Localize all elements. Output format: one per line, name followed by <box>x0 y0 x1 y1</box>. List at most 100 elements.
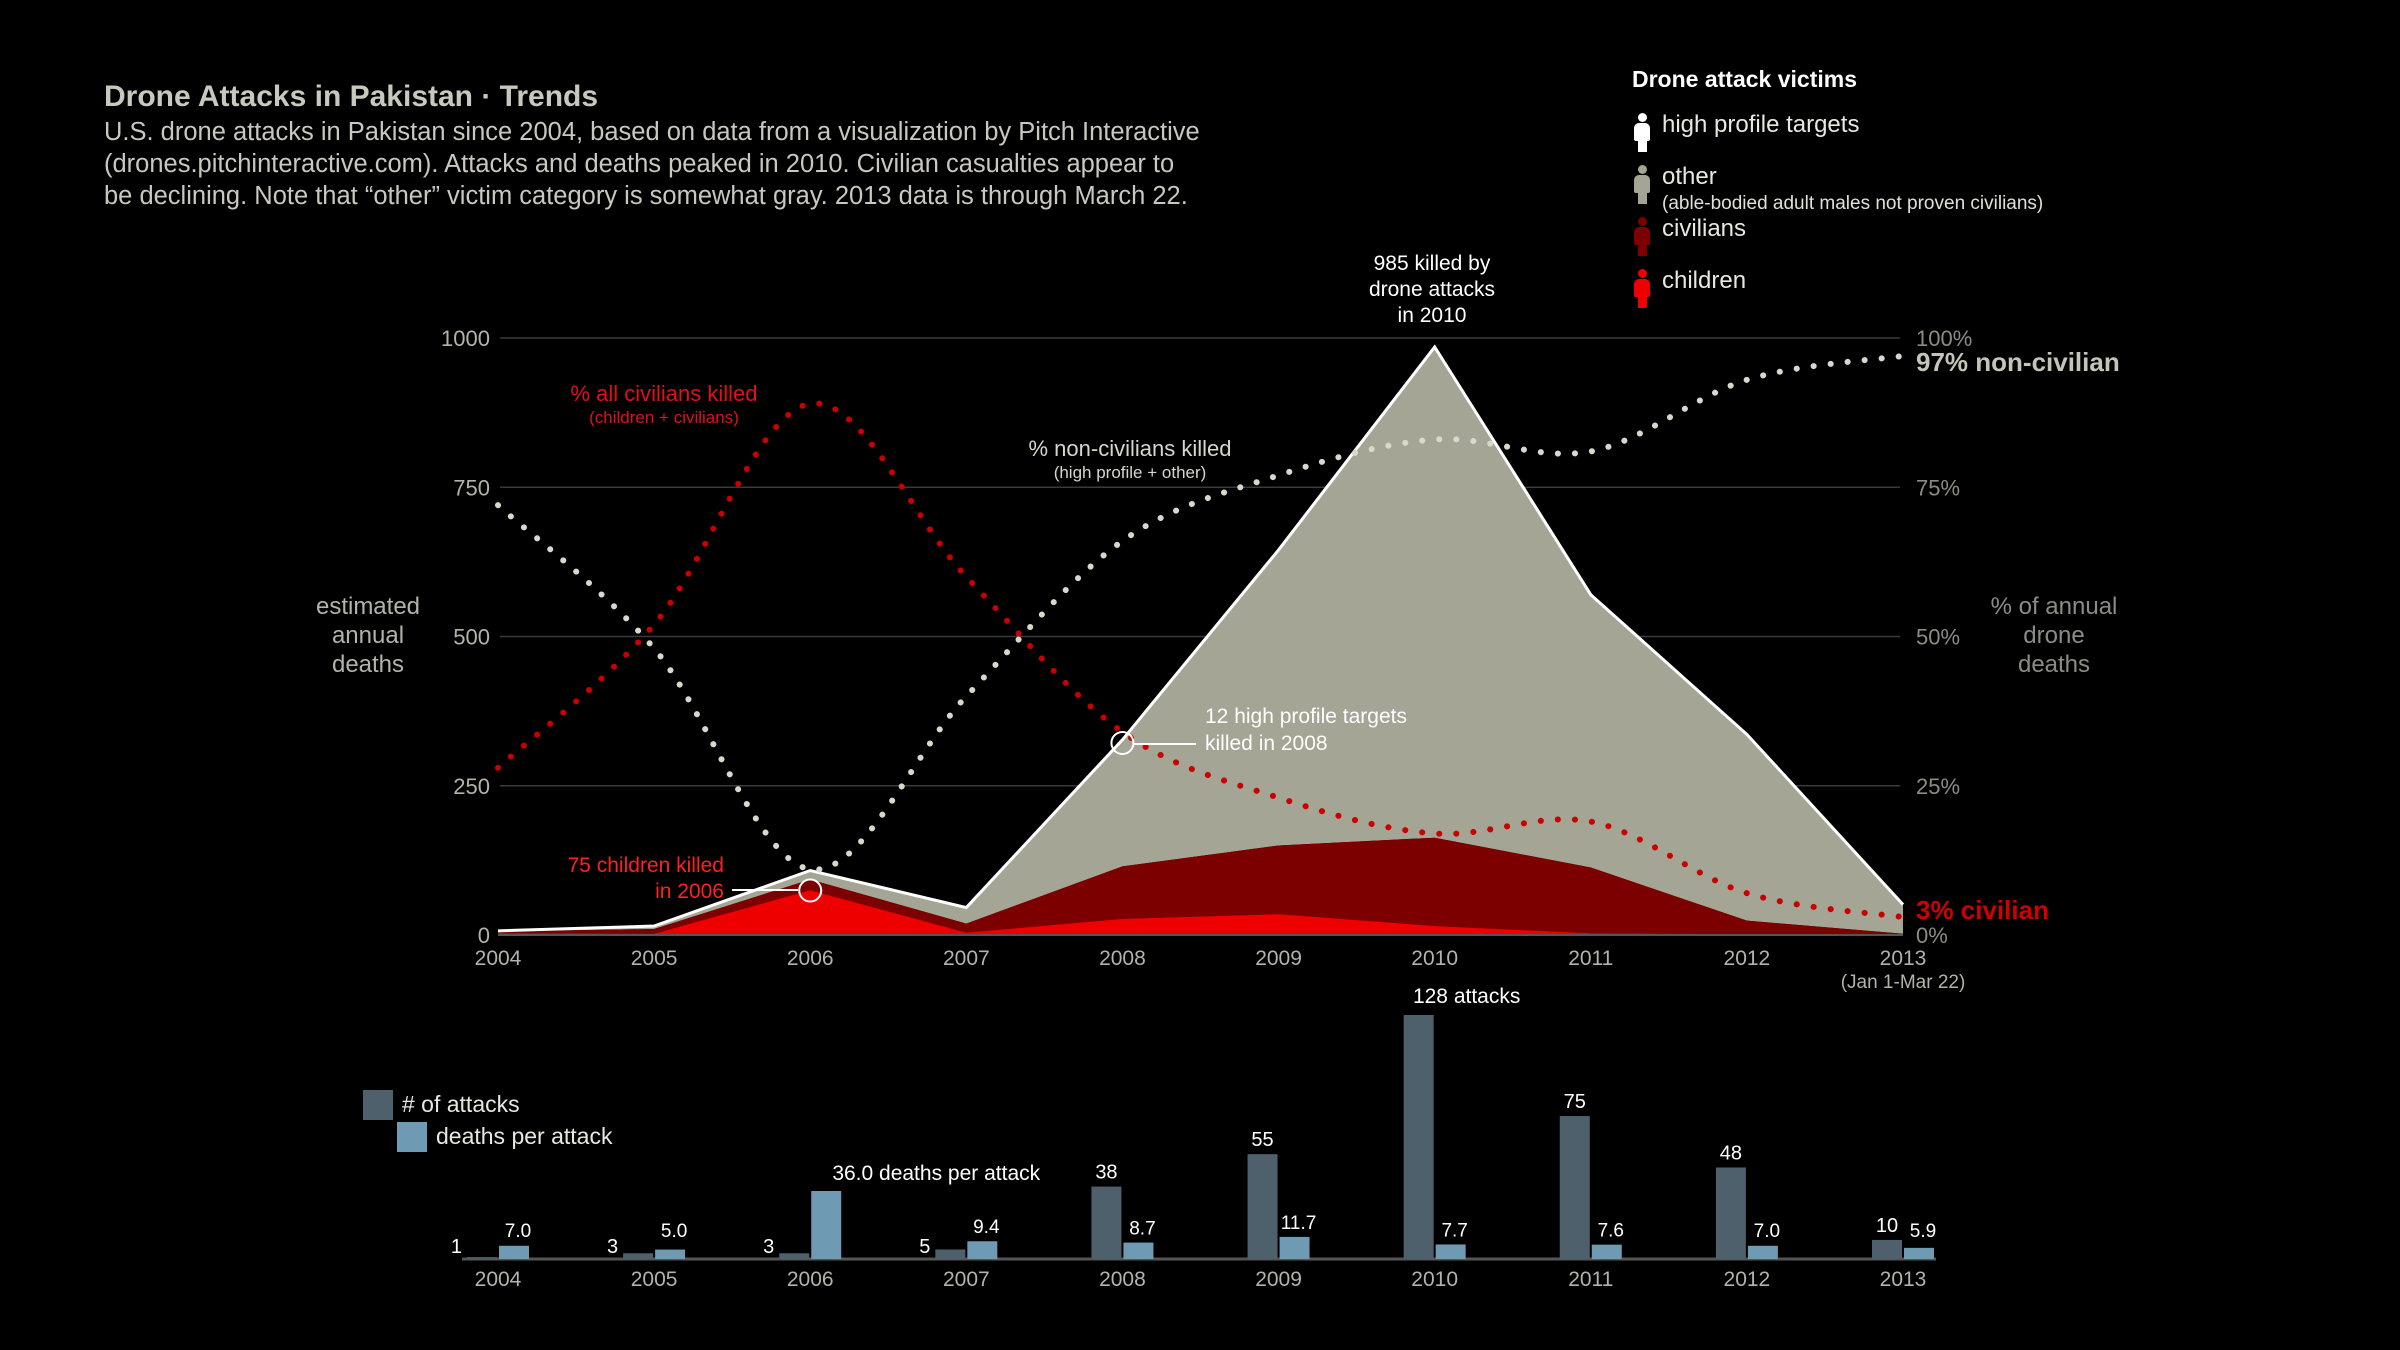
peak-annotation: 985 killed by drone attacks in 2010 <box>1369 252 1495 327</box>
area-other <box>498 346 1903 934</box>
y2-tick-label: 100% <box>1916 326 1972 351</box>
dpa-value-label: 9.4 <box>973 1217 1000 1238</box>
attacks-value-label: 10 <box>1876 1215 1898 1237</box>
pct-noncivilian-line <box>495 352 1906 873</box>
dpa-value-label: 7.6 <box>1598 1221 1624 1242</box>
attacks-bar <box>467 1257 497 1259</box>
deaths-per-attack-bar <box>1904 1247 1934 1259</box>
area-children <box>498 890 1903 935</box>
deaths-per-attack-bar <box>967 1241 998 1259</box>
bar-x-tick-label: 2009 <box>1255 1268 1302 1291</box>
attacks-value-label: 55 <box>1251 1129 1273 1151</box>
legend-title: Drone attack victims <box>1632 66 1857 92</box>
person-icon <box>1634 269 1650 309</box>
attacks-value-label: 5 <box>919 1236 930 1258</box>
deaths-per-attack-bar <box>655 1249 686 1259</box>
legend-label: children <box>1662 267 1747 294</box>
dpa-value-label: 7.0 <box>505 1221 531 1242</box>
attacks-bar <box>1559 1116 1590 1259</box>
bar-x-tick-label: 2004 <box>475 1268 522 1291</box>
deaths-per-attack-bar <box>1279 1236 1310 1259</box>
person-icon <box>1634 165 1650 205</box>
attacks-value-label: 48 <box>1720 1143 1742 1165</box>
dpa-value-label: 36.0 deaths per attack <box>832 1162 1040 1185</box>
attacks-value-label: 1 <box>451 1236 462 1258</box>
bar-x-tick-label: 2007 <box>943 1268 990 1291</box>
bar-x-tick-label: 2005 <box>631 1268 678 1291</box>
bar-x-tick-label: 2008 <box>1099 1268 1146 1291</box>
end-civilian-label: 3% civilian <box>1916 895 2049 925</box>
y-tick-label: 500 <box>453 625 490 650</box>
x-tick-label: 2013 <box>1880 947 1927 970</box>
children-marker <box>798 878 823 903</box>
x-tick-label: 2006 <box>787 947 834 970</box>
dpa-value-label: 11.7 <box>1281 1213 1317 1234</box>
pct-civilian-sublabel: (children + civilians) <box>589 408 739 427</box>
y2-axis-title: % of annual drone deaths <box>1991 593 2118 678</box>
bar-x-tick-label: 2013 <box>1880 1268 1927 1291</box>
children-2006-annotation: 75 children killed in 2006 <box>568 854 724 903</box>
deaths-per-attack-bar <box>1123 1242 1154 1259</box>
legend-item-other: other (able-bodied adult males not prove… <box>1632 163 2232 215</box>
deaths-per-attack-bar <box>499 1245 529 1259</box>
dpa-value-label: 7.7 <box>1441 1220 1467 1241</box>
attacks-bar <box>779 1253 810 1259</box>
bar-x-tick-label: 2012 <box>1724 1268 1771 1291</box>
attacks-legend-label: # of attacks <box>402 1091 520 1117</box>
pct-civilian-label: % all civilians killed <box>570 381 757 406</box>
y2-tick-label: 0% <box>1916 923 1948 948</box>
y-tick-label: 750 <box>453 475 490 500</box>
pct-noncivilian-label: % non-civilians killed <box>1029 436 1232 461</box>
hpt-marker <box>1110 731 1135 755</box>
bar-x-tick-label: 2011 <box>1568 1268 1613 1291</box>
attacks-legend-swatch <box>363 1090 393 1120</box>
chart-title: Drone Attacks in Pakistan · Trends <box>104 80 599 113</box>
attacks-bar <box>1091 1186 1122 1259</box>
victims-legend: Drone attack victims high profile target… <box>1632 66 2232 319</box>
attacks-bar <box>1403 1015 1434 1259</box>
attacks-value-label: 38 <box>1095 1162 1117 1184</box>
y2-tick-label: 25% <box>1916 774 1960 799</box>
y2-tick-label: 50% <box>1916 625 1960 650</box>
legend-label: civilians <box>1662 215 1747 242</box>
total-deaths-line <box>497 344 1905 933</box>
attacks-value-label: 75 <box>1564 1091 1586 1113</box>
deaths-per-attack-bar <box>811 1191 842 1259</box>
hpt-2008-annotation: 12 high profile targets killed in 2008 <box>1205 705 1407 755</box>
legend-item-children: children <box>1632 267 2232 319</box>
x-tick-label: 2008 <box>1099 947 1146 970</box>
attacks-bar <box>1872 1239 1902 1259</box>
dpa-legend-swatch <box>397 1122 427 1152</box>
y-axis-title: estimated annual deaths <box>316 593 420 678</box>
deaths-per-attack-bar <box>1591 1244 1622 1259</box>
attacks-bar <box>1247 1154 1278 1259</box>
attacks-value-label: 3 <box>763 1236 774 1258</box>
x-tick-label: 2007 <box>943 947 990 970</box>
bar-x-tick-label: 2010 <box>1411 1268 1458 1291</box>
deaths-per-attack-bar <box>1747 1245 1778 1259</box>
x-tick-label: 2010 <box>1411 947 1458 970</box>
x-tick-label: 2011 <box>1568 947 1613 970</box>
dpa-legend-label: deaths per attack <box>436 1123 613 1149</box>
legend-item-civilians: civilians <box>1632 215 2232 267</box>
y-tick-label: 0 <box>478 923 490 948</box>
pct-noncivilian-sublabel: (high profile + other) <box>1054 463 1207 482</box>
dpa-value-label: 5.9 <box>1910 1221 1936 1242</box>
attacks-value-label: 3 <box>607 1236 618 1258</box>
y-tick-label: 1000 <box>441 326 490 351</box>
legend-item-high-profile: high profile targets <box>1632 111 2232 163</box>
person-icon <box>1634 113 1650 153</box>
person-icon <box>1634 217 1650 257</box>
attacks-bar <box>1715 1167 1746 1259</box>
bar-x-tick-label: 2006 <box>787 1268 834 1291</box>
x-tick-label: 2005 <box>631 947 678 970</box>
legend-label: high profile targets <box>1662 111 1860 138</box>
deaths-per-attack-bar <box>1435 1244 1466 1259</box>
chart-subtitle: U.S. drone attacks in Pakistan since 200… <box>104 118 1200 210</box>
legend-label: other <box>1662 163 1717 190</box>
y-tick-label: 250 <box>453 774 490 799</box>
attacks-bar <box>623 1253 654 1259</box>
dpa-value-label: 7.0 <box>1754 1221 1780 1242</box>
x-tick-note: (Jan 1-Mar 22) <box>1841 972 1966 993</box>
